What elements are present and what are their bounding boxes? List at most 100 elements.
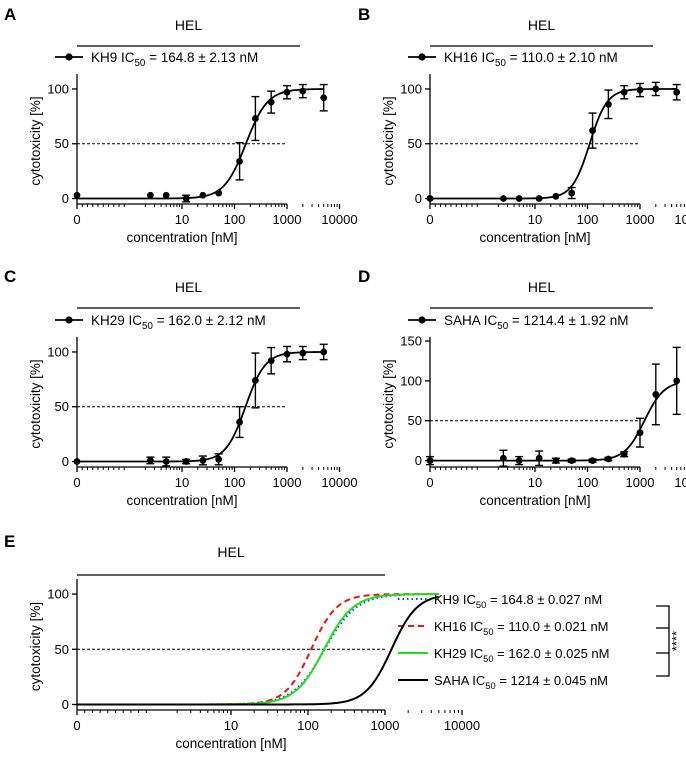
x-tick-label: 10000 <box>321 212 357 227</box>
data-point <box>589 457 596 465</box>
y-tick-label: 100 <box>47 81 69 96</box>
fit-curve-saha <box>77 595 440 706</box>
data-point <box>283 350 291 358</box>
ic50-value: = 110.0 ± 2.10 nM <box>506 50 618 65</box>
data-point <box>620 450 628 458</box>
x-tick-label: 100 <box>297 718 319 733</box>
legend-marker <box>418 53 426 61</box>
x-tick-label: 1000 <box>273 212 302 227</box>
data-point <box>568 457 576 465</box>
significance-stars: **** <box>669 631 684 651</box>
legend-entry-kh16: KH16 IC50 = 110.0 ± 0.021 nM <box>434 619 609 637</box>
x-tick-label: 1000 <box>371 718 400 733</box>
ic50-value: = 164.8 ± 2.13 nM <box>145 50 258 65</box>
data-point <box>552 192 560 200</box>
panel-letter: D <box>358 267 370 286</box>
data-point <box>535 195 543 202</box>
x-tick-label: 10 <box>175 475 189 490</box>
series-name: KH16 <box>434 619 467 634</box>
ic50-value: = 1214 ± 0.045 nM <box>496 673 608 688</box>
y-tick-label: 100 <box>47 587 69 602</box>
y-tick-label: 150 <box>400 334 422 349</box>
series-name: SAHA <box>444 313 481 328</box>
y-tick-label: 0 <box>62 454 69 469</box>
series-name: KH29 <box>91 313 125 328</box>
fit-curve <box>430 382 677 462</box>
data-point <box>215 455 223 463</box>
x-tick-label: 10 <box>175 212 189 227</box>
data-point <box>299 87 307 95</box>
legend-marker <box>65 316 73 324</box>
legend-entry: KH29 IC50 = 162.0 ± 2.12 nM <box>91 313 266 332</box>
data-point <box>182 195 190 202</box>
ic-subscript: 50 <box>497 321 508 332</box>
y-tick-label: 100 <box>47 344 69 359</box>
panel-letter: B <box>358 5 370 24</box>
x-axis-title: concentration [nM] <box>479 230 590 245</box>
ic-subscript: 50 <box>483 627 493 637</box>
cell-line-title: HEL <box>175 17 202 33</box>
x-tick-label: 10000 <box>674 212 686 227</box>
panel-letter: E <box>4 532 15 551</box>
x-axis-title: concentration [nM] <box>175 736 286 751</box>
data-point <box>283 88 291 96</box>
x-tick-label: 0 <box>73 212 80 227</box>
y-axis-title: cytotoxicity [%] <box>381 359 396 448</box>
data-point <box>552 457 560 465</box>
legend-entry: SAHA IC50 = 1214.4 ± 1.92 nM <box>444 313 628 332</box>
x-tick-label: 0 <box>73 475 80 490</box>
data-point <box>426 195 434 202</box>
ic-label: IC <box>117 50 135 65</box>
chart-panel-b: BHEL050100010100100010000concentration [… <box>358 5 686 245</box>
legend-entry: KH16 IC50 = 110.0 ± 2.10 nM <box>444 50 618 69</box>
data-point <box>673 88 681 96</box>
data-point <box>299 349 307 357</box>
x-tick-label: 10 <box>528 212 542 227</box>
x-axis-title: concentration [nM] <box>126 493 237 508</box>
fit-curve <box>430 88 677 200</box>
data-point <box>73 458 81 465</box>
fit-curve <box>77 88 324 200</box>
data-point <box>267 98 275 106</box>
x-tick-label: 1000 <box>626 212 655 227</box>
ic-label: IC <box>467 646 484 661</box>
x-tick-label: 100 <box>224 475 246 490</box>
ic-subscript: 50 <box>476 600 486 610</box>
x-tick-label: 100 <box>577 475 599 490</box>
legend-entry-kh9: KH9 IC50 = 164.8 ± 0.027 nM <box>434 592 602 610</box>
significance-bracket <box>656 605 670 677</box>
data-point <box>589 127 596 134</box>
data-point <box>320 94 328 102</box>
ic-subscript: 50 <box>135 58 146 69</box>
legend-entry-kh29: KH29 IC50 = 162.0 ± 0.025 nM <box>434 646 609 664</box>
data-point <box>652 391 660 398</box>
cell-line-title: HEL <box>175 279 202 295</box>
data-point <box>236 157 243 165</box>
y-tick-label: 50 <box>55 642 69 657</box>
data-point <box>535 454 543 462</box>
data-point <box>515 195 523 202</box>
ic-label: IC <box>125 313 143 328</box>
y-tick-label: 50 <box>55 399 69 414</box>
x-tick-label: 10000 <box>444 718 480 733</box>
data-point <box>251 115 259 122</box>
y-tick-label: 0 <box>415 453 422 468</box>
data-point <box>199 457 207 464</box>
y-tick-label: 50 <box>55 136 69 151</box>
cell-line-title: HEL <box>217 544 244 560</box>
chart-panel-d: D HEL 0 50 100 150 0 10 100 1000 10000 concentratio… <box>358 267 686 508</box>
ic-label: IC <box>478 50 496 65</box>
data-point <box>515 457 523 465</box>
cell-line-title: HEL <box>528 17 555 33</box>
ic50-value: = 1214.4 ± 1.92 nM <box>508 313 628 328</box>
y-tick-label: 100 <box>400 373 422 388</box>
x-axis-title: concentration [nM] <box>126 230 237 245</box>
x-tick-label: 0 <box>73 718 80 733</box>
y-tick-label: 100 <box>400 81 422 96</box>
x-tick-label: 10000 <box>321 475 357 490</box>
x-tick-label: 0 <box>426 475 433 490</box>
data-point <box>162 191 170 199</box>
series-name: SAHA <box>434 673 470 688</box>
series-name: KH29 <box>434 646 467 661</box>
